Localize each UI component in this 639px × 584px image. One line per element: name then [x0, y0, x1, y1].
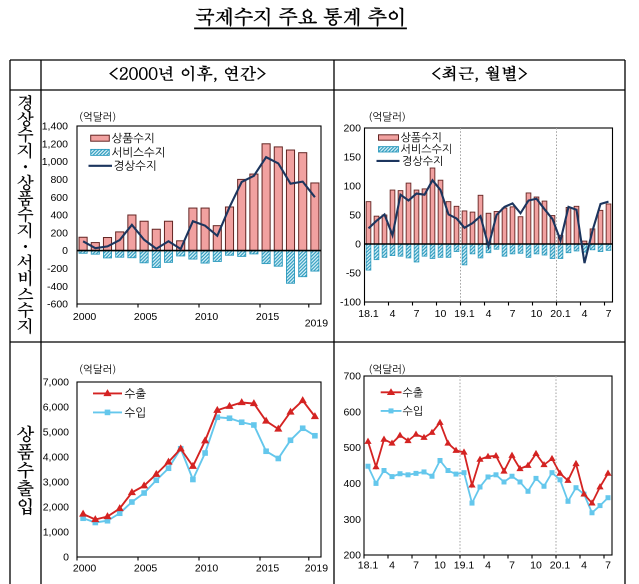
svg-text:2000: 2000 — [73, 563, 97, 575]
svg-text:1,400: 1,400 — [42, 121, 68, 133]
svg-text:7,000: 7,000 — [43, 377, 69, 389]
svg-text:2000: 2000 — [73, 311, 97, 323]
svg-text:-100: -100 — [340, 297, 361, 309]
svg-text:1,200: 1,200 — [42, 138, 68, 150]
svg-text:20.1: 20.1 — [550, 308, 571, 320]
svg-text:2019: 2019 — [305, 563, 329, 575]
svg-text:7: 7 — [605, 560, 611, 572]
svg-text:4: 4 — [390, 308, 396, 320]
svg-text:1,000: 1,000 — [42, 156, 68, 168]
svg-text:4: 4 — [486, 308, 492, 320]
svg-text:4: 4 — [582, 308, 588, 320]
svg-text:2005: 2005 — [134, 563, 158, 575]
svg-text:7: 7 — [510, 308, 516, 320]
svg-text:600: 600 — [343, 406, 361, 418]
svg-text:200: 200 — [343, 550, 361, 562]
svg-text:200: 200 — [50, 227, 68, 239]
svg-text:7: 7 — [606, 308, 612, 320]
svg-text:500: 500 — [343, 442, 361, 454]
svg-text:50: 50 — [349, 210, 361, 222]
svg-text:18.1: 18.1 — [358, 560, 379, 572]
svg-text:800: 800 — [50, 174, 68, 186]
svg-text:10: 10 — [530, 560, 542, 572]
svg-text:300: 300 — [343, 514, 361, 526]
svg-text:10: 10 — [531, 308, 543, 320]
svg-text:4: 4 — [485, 560, 491, 572]
svg-text:4,000: 4,000 — [43, 452, 69, 464]
svg-text:-400: -400 — [47, 281, 68, 293]
svg-text:2010: 2010 — [195, 311, 219, 323]
svg-text:0: 0 — [63, 552, 69, 564]
svg-text:100: 100 — [343, 181, 361, 193]
svg-text:19.1: 19.1 — [454, 560, 475, 572]
svg-text:400: 400 — [343, 478, 361, 490]
svg-text:1,000: 1,000 — [43, 527, 69, 539]
svg-text:-200: -200 — [47, 263, 68, 275]
svg-text:0: 0 — [355, 239, 361, 251]
svg-text:4: 4 — [389, 560, 395, 572]
svg-text:7: 7 — [414, 308, 420, 320]
svg-text:2015: 2015 — [256, 563, 280, 575]
svg-text:6,000: 6,000 — [43, 402, 69, 414]
svg-text:4: 4 — [581, 560, 587, 572]
svg-text:700: 700 — [343, 371, 361, 383]
svg-text:7: 7 — [509, 560, 515, 572]
svg-text:150: 150 — [343, 152, 361, 164]
svg-text:200: 200 — [343, 123, 361, 135]
svg-text:0: 0 — [62, 245, 68, 257]
svg-text:2,000: 2,000 — [43, 502, 69, 514]
svg-text:3,000: 3,000 — [43, 477, 69, 489]
svg-text:600: 600 — [50, 192, 68, 204]
svg-text:2015: 2015 — [256, 311, 280, 323]
svg-text:19.1: 19.1 — [454, 308, 475, 320]
svg-text:18.1: 18.1 — [358, 308, 379, 320]
svg-text:-600: -600 — [47, 299, 68, 311]
svg-text:5,000: 5,000 — [43, 427, 69, 439]
svg-text:10: 10 — [434, 560, 446, 572]
svg-text:2005: 2005 — [134, 311, 158, 323]
svg-text:400: 400 — [50, 210, 68, 222]
svg-text:10: 10 — [435, 308, 447, 320]
svg-text:-50: -50 — [346, 268, 361, 280]
svg-text:2019: 2019 — [305, 318, 329, 330]
svg-text:20.1: 20.1 — [550, 560, 571, 572]
svg-text:7: 7 — [413, 560, 419, 572]
svg-text:2010: 2010 — [195, 563, 219, 575]
